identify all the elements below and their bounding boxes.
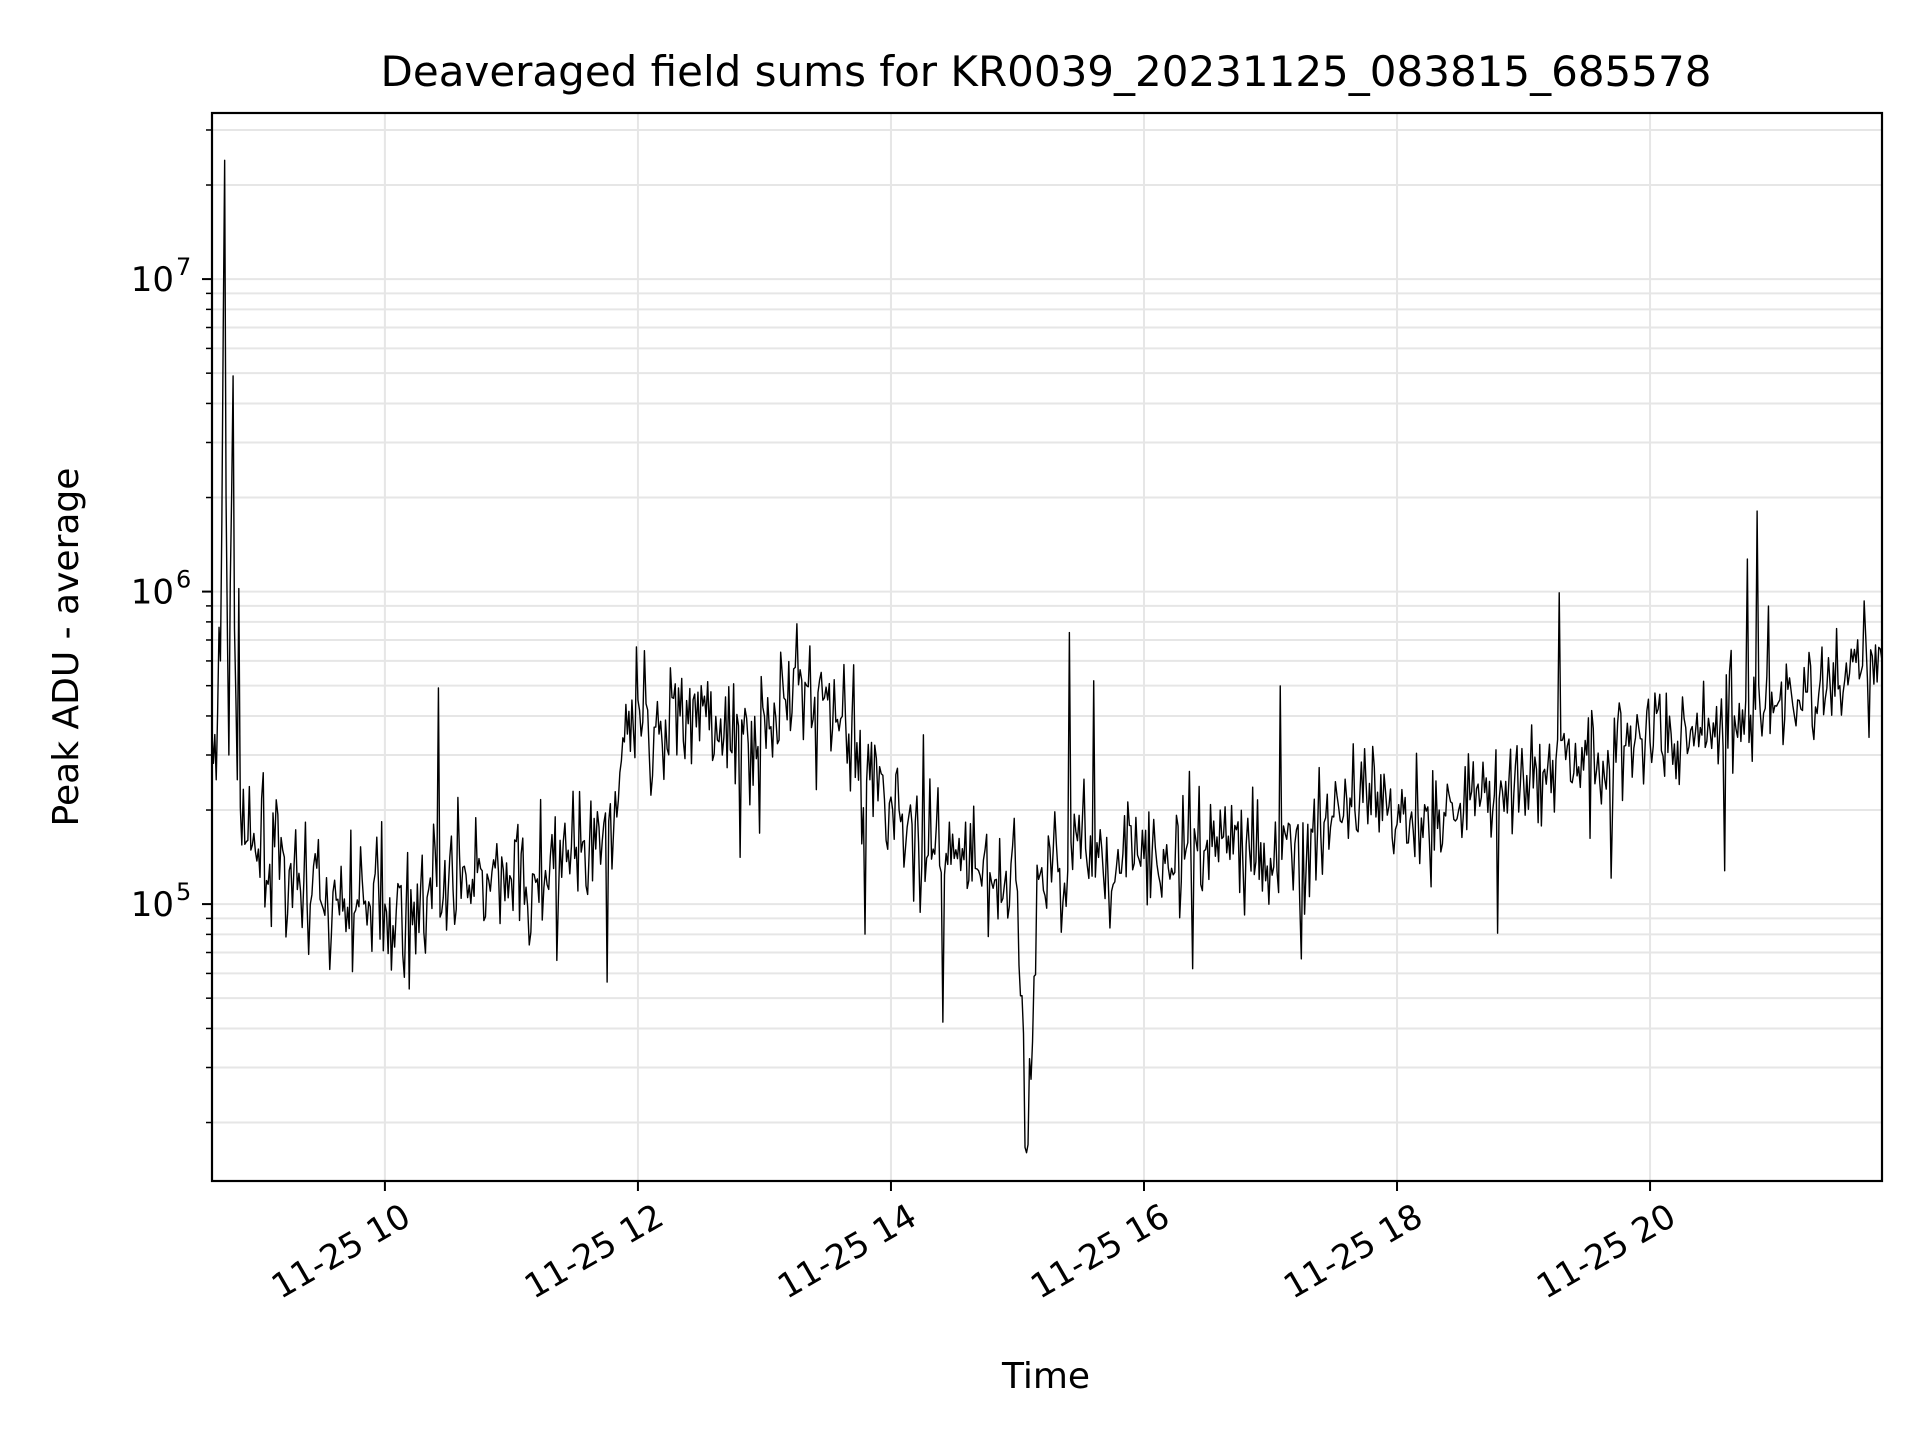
y-tick-label: 10: [131, 260, 174, 300]
chart-title: Deaveraged field sums for KR0039_2023112…: [381, 47, 1712, 96]
y-tick-exponent: 6: [176, 566, 191, 594]
grid: [212, 113, 1882, 1181]
y-tick-label: 10: [131, 573, 174, 613]
x-axis-label: Time: [1001, 1356, 1090, 1397]
series-line: [212, 159, 1882, 1154]
y-tick-exponent: 7: [176, 253, 191, 281]
y-tick-label: 10: [131, 885, 174, 925]
y-axis-label: Peak ADU - average: [46, 468, 87, 827]
plot-frame: [210, 111, 1884, 1183]
y-tick-exponent: 5: [176, 878, 191, 906]
